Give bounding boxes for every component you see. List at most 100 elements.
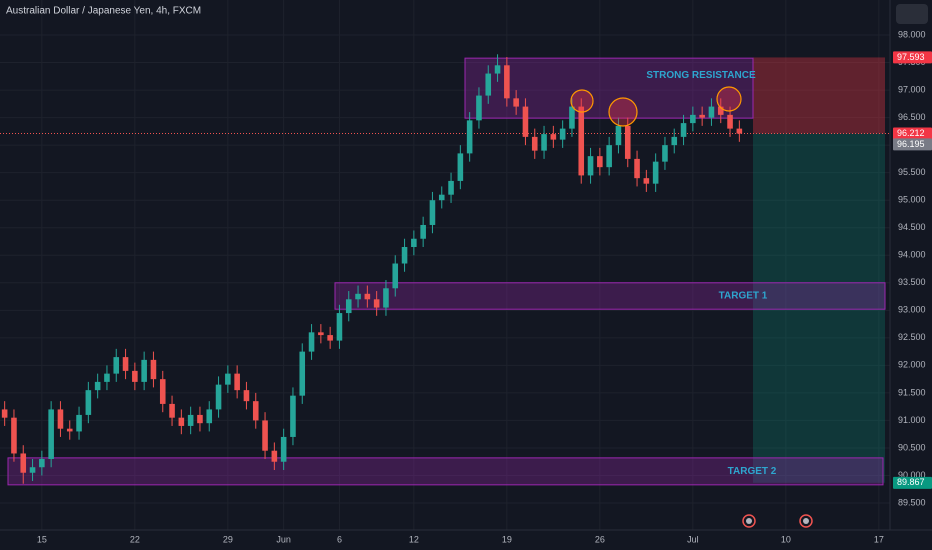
candle-body bbox=[411, 238, 417, 247]
candle-body bbox=[29, 467, 36, 473]
candle-body bbox=[494, 65, 501, 74]
event-icon-dot bbox=[746, 518, 752, 524]
y-tick-label: 91.000 bbox=[898, 415, 926, 425]
candle-body bbox=[20, 453, 27, 473]
candle-body bbox=[262, 420, 268, 451]
y-tick-label: 92.500 bbox=[898, 332, 926, 342]
candle-body bbox=[243, 390, 250, 402]
y-tick-label: 92.000 bbox=[898, 360, 926, 370]
y-tick-label: 93.000 bbox=[898, 305, 926, 315]
target-area bbox=[753, 133, 885, 483]
stop-area bbox=[753, 57, 885, 134]
candle-body bbox=[57, 409, 64, 429]
candle-body bbox=[373, 299, 380, 308]
highlight-circle bbox=[716, 86, 742, 112]
candle-body bbox=[671, 136, 678, 146]
candle-body bbox=[383, 288, 389, 308]
candle-body bbox=[485, 73, 492, 96]
y-tick-label: 95.500 bbox=[898, 167, 926, 177]
candle-body bbox=[206, 409, 213, 424]
x-tick-label: 17 bbox=[874, 534, 884, 544]
candle-body bbox=[85, 390, 92, 415]
price-tag-label: 97.593 bbox=[897, 52, 925, 62]
zone-label: TARGET 1 bbox=[719, 291, 768, 302]
candle-body bbox=[364, 293, 371, 300]
candle-body bbox=[11, 417, 17, 454]
y-tick-label: 90.500 bbox=[898, 442, 926, 452]
candle-body bbox=[401, 246, 408, 264]
candle-body bbox=[280, 436, 287, 462]
y-tick-label: 97.000 bbox=[898, 84, 926, 94]
y-tick-label: 94.000 bbox=[898, 250, 926, 260]
x-tick-label: 12 bbox=[409, 534, 419, 544]
candle-body bbox=[336, 313, 343, 341]
candle-body bbox=[504, 65, 510, 99]
candle-body bbox=[597, 156, 603, 168]
highlight-circle bbox=[608, 97, 638, 127]
candle-body bbox=[429, 200, 436, 225]
candle-body bbox=[578, 106, 585, 176]
candle-body bbox=[308, 332, 315, 352]
candle-body bbox=[736, 128, 743, 134]
price-axis bbox=[890, 0, 932, 550]
y-tick-label: 95.000 bbox=[898, 195, 926, 205]
candle-body bbox=[634, 158, 640, 179]
price-tag bbox=[893, 476, 932, 489]
candle-body bbox=[187, 414, 194, 426]
candle-body bbox=[169, 403, 175, 418]
candle-body bbox=[39, 458, 45, 468]
candle-body bbox=[727, 114, 733, 129]
candle-body bbox=[680, 123, 687, 137]
menu-button[interactable] bbox=[896, 4, 928, 24]
price-tag bbox=[893, 51, 932, 64]
candle-body bbox=[299, 351, 306, 396]
candle-body bbox=[652, 161, 659, 184]
x-tick-label: 15 bbox=[37, 534, 47, 544]
candle-body bbox=[271, 450, 278, 462]
candle-body bbox=[104, 373, 110, 382]
candle-body bbox=[699, 114, 705, 118]
zone bbox=[7, 457, 884, 486]
x-tick-label: Jun bbox=[276, 534, 291, 544]
candle-body bbox=[327, 335, 333, 341]
candle-body bbox=[355, 293, 361, 300]
y-tick-label: 90.000 bbox=[898, 470, 926, 480]
candle-body bbox=[531, 136, 538, 151]
x-tick-label: 29 bbox=[223, 534, 233, 544]
candle-body bbox=[225, 373, 231, 385]
price-tag-label: 96.212 bbox=[897, 128, 925, 138]
candle-body bbox=[252, 401, 259, 421]
candle-body bbox=[717, 106, 724, 115]
candle-body bbox=[624, 125, 631, 159]
candle-body bbox=[615, 125, 622, 146]
x-tick-label: 6 bbox=[337, 534, 342, 544]
candle-body bbox=[318, 332, 324, 336]
candle-body bbox=[559, 128, 566, 140]
candle-body bbox=[48, 409, 54, 459]
candle-body bbox=[420, 224, 426, 239]
candle-body bbox=[457, 153, 464, 181]
candle-body bbox=[178, 417, 185, 426]
candle-body bbox=[1, 409, 8, 418]
candle-body bbox=[550, 134, 557, 140]
price-tag-label: 89.867 bbox=[897, 477, 925, 487]
x-tick-label: 26 bbox=[595, 534, 605, 544]
y-tick-label: 93.500 bbox=[898, 277, 926, 287]
event-icon-dot bbox=[803, 518, 809, 524]
candle-body bbox=[290, 395, 296, 437]
candle-body bbox=[522, 106, 529, 137]
candle-body bbox=[141, 359, 147, 382]
candle-body bbox=[643, 178, 650, 184]
candle-body bbox=[113, 357, 120, 374]
y-tick-label: 96.500 bbox=[898, 112, 926, 122]
candle-body bbox=[513, 98, 519, 107]
x-tick-label: 19 bbox=[502, 534, 512, 544]
candle-body bbox=[708, 106, 715, 118]
x-tick-label: 22 bbox=[130, 534, 140, 544]
candle-body bbox=[122, 357, 129, 371]
candle-body bbox=[76, 414, 82, 432]
y-tick-label: 91.500 bbox=[898, 387, 926, 397]
candle-body bbox=[662, 145, 668, 162]
candle-body bbox=[197, 414, 203, 424]
